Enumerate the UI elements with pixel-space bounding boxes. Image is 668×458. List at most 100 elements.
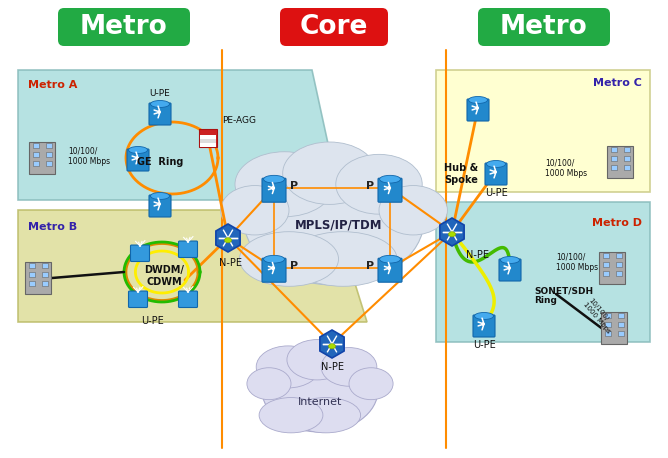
Ellipse shape [240,232,339,286]
Bar [33,152,39,157]
Ellipse shape [379,175,400,183]
Ellipse shape [283,142,376,204]
FancyBboxPatch shape [262,178,286,202]
Text: 10/100/
1000 Mbps: 10/100/ 1000 Mbps [556,252,598,272]
FancyBboxPatch shape [485,163,507,185]
FancyBboxPatch shape [149,103,171,125]
Bar [200,135,216,140]
Ellipse shape [287,339,347,380]
Ellipse shape [379,256,400,263]
Ellipse shape [257,346,320,388]
Ellipse shape [150,192,170,200]
Bar [623,147,629,152]
Bar [45,143,51,148]
Text: 10/100/
1000 Mbps: 10/100/ 1000 Mbps [545,158,587,178]
Bar [617,322,623,327]
Bar [200,142,216,147]
Bar [29,281,35,286]
Ellipse shape [235,152,334,217]
Text: U-PE: U-PE [484,188,508,198]
Polygon shape [436,70,650,192]
Bar [605,322,611,327]
Bar [615,271,621,276]
Bar [601,312,627,344]
Text: Internet: Internet [298,397,342,407]
Bar [611,147,617,152]
Text: U-PE: U-PE [141,316,164,326]
FancyBboxPatch shape [178,241,198,257]
Bar [603,271,609,276]
Text: MPLS/IP/TDM: MPLS/IP/TDM [295,218,383,231]
Text: Metro: Metro [80,14,168,40]
Bar [623,165,629,170]
Ellipse shape [247,368,291,400]
FancyBboxPatch shape [473,315,495,337]
Text: Metro B: Metro B [28,222,77,232]
Text: DWDM/
CDWM: DWDM/ CDWM [144,265,184,287]
Polygon shape [216,224,240,252]
Bar [599,252,625,284]
Text: Metro A: Metro A [28,80,77,90]
FancyBboxPatch shape [467,99,489,121]
Ellipse shape [264,175,285,183]
Text: N-PE: N-PE [321,362,343,372]
Ellipse shape [379,185,448,235]
Bar [33,143,39,148]
Ellipse shape [486,160,506,168]
Text: 10/100/
1000 Mbps: 10/100/ 1000 Mbps [68,146,110,166]
Bar [41,272,47,277]
Bar [200,139,216,143]
Ellipse shape [220,185,289,235]
Ellipse shape [259,398,323,433]
Bar [617,331,623,336]
Bar [45,161,51,166]
Ellipse shape [264,256,285,263]
Polygon shape [440,218,464,246]
Bar [623,156,629,161]
FancyBboxPatch shape [178,291,198,307]
Text: Core: Core [300,14,368,40]
Bar [615,253,621,258]
Ellipse shape [329,344,335,349]
Ellipse shape [468,97,488,104]
Bar [199,129,217,147]
Text: U-PE: U-PE [150,89,170,98]
Bar [615,262,621,267]
Text: P: P [366,261,374,271]
Ellipse shape [500,256,520,263]
Bar [605,331,611,336]
Bar [45,152,51,157]
FancyBboxPatch shape [478,8,610,46]
Polygon shape [18,70,332,200]
Bar [33,161,39,166]
Ellipse shape [224,238,232,243]
FancyBboxPatch shape [280,8,388,46]
FancyBboxPatch shape [128,291,148,307]
Bar [41,281,47,286]
FancyBboxPatch shape [262,258,286,282]
Bar [29,142,55,174]
Polygon shape [18,210,367,322]
Bar [611,165,617,170]
Text: PE-AGG: PE-AGG [222,116,256,125]
Ellipse shape [448,232,456,237]
Bar [611,156,617,161]
Ellipse shape [474,312,494,320]
Bar [605,313,611,318]
Ellipse shape [289,232,397,286]
Bar [29,263,35,268]
Text: GE  Ring: GE Ring [137,157,183,167]
Text: P: P [290,261,298,271]
Ellipse shape [244,155,424,285]
Text: N-PE: N-PE [466,250,489,260]
FancyBboxPatch shape [378,258,402,282]
Ellipse shape [336,154,422,214]
Text: Metro C: Metro C [593,78,642,88]
Polygon shape [320,330,344,358]
Bar [41,263,47,268]
FancyBboxPatch shape [378,178,402,202]
Bar [603,253,609,258]
Bar [607,146,633,178]
FancyBboxPatch shape [499,259,521,281]
Text: Metro: Metro [500,14,588,40]
